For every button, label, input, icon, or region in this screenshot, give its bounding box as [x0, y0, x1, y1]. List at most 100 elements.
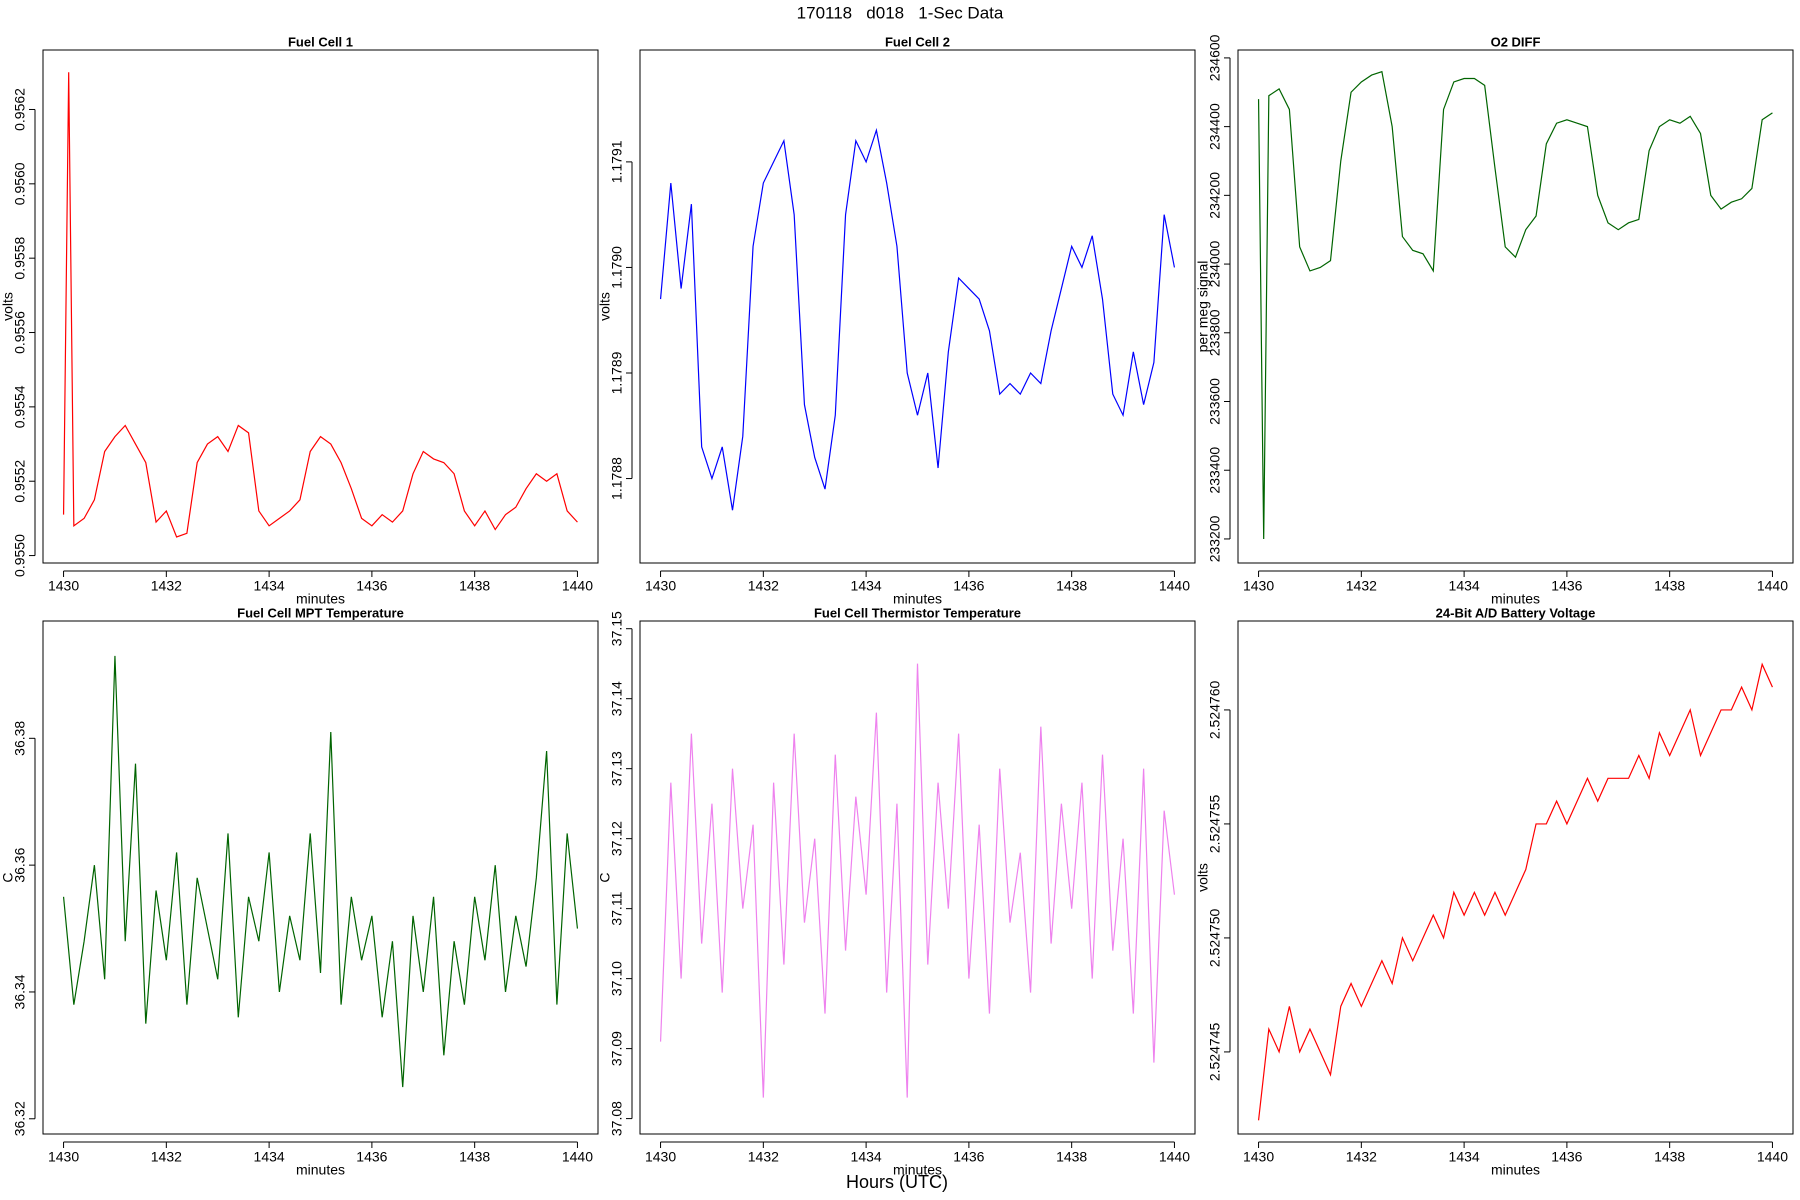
y-tick-label: 37.08	[609, 1101, 625, 1136]
data-line	[659, 663, 1176, 1098]
x-axis-label: minutes	[893, 591, 942, 607]
y-tick-label: 2.524750	[1207, 909, 1223, 968]
x-tick-label: 1436	[356, 578, 387, 594]
x-tick-label: 1438	[459, 578, 490, 594]
panel-title: 24-Bit A/D Battery Voltage	[1436, 605, 1596, 620]
y-tick-label: 233400	[1207, 447, 1223, 494]
plot-frame	[639, 49, 1196, 564]
y-tick-label: 1.1790	[609, 246, 625, 289]
y-axis-label: C	[0, 872, 16, 882]
y-tick-label: 36.38	[12, 721, 28, 756]
x-tick-label: 1432	[1346, 578, 1377, 594]
data-line	[62, 72, 578, 538]
x-tick-label: 1434	[851, 1149, 882, 1165]
page-x-label: Hours (UTC)	[846, 1172, 948, 1192]
y-axis-label: volts	[597, 292, 613, 321]
y-tick-label: 1.1791	[609, 140, 625, 183]
y-axis-label: volts	[0, 292, 16, 321]
y-tick-label: 0.9560	[12, 162, 28, 205]
x-tick-label: 1436	[1551, 578, 1582, 594]
x-tick-label: 1438	[1654, 578, 1685, 594]
x-tick-label: 1440	[1159, 578, 1190, 594]
y-axis-label: per meg signal	[1195, 261, 1211, 353]
y-tick-label: 1.1788	[609, 457, 625, 500]
x-tick-label: 1436	[1551, 1149, 1582, 1165]
y-tick-label: 0.9552	[12, 460, 28, 503]
x-tick-label: 1434	[254, 1149, 285, 1165]
x-tick-label: 1434	[851, 578, 882, 594]
y-tick-label: 234400	[1207, 103, 1223, 150]
x-tick-label: 1440	[1757, 578, 1788, 594]
x-tick-label: 1432	[748, 1149, 779, 1165]
y-axis-label: volts	[1195, 863, 1211, 892]
x-tick-label: 1436	[953, 1149, 984, 1165]
x-tick-label: 1430	[48, 1149, 79, 1165]
data-line	[62, 655, 579, 1088]
x-axis-label: minutes	[1491, 591, 1540, 607]
x-tick-label: 1438	[459, 1149, 490, 1165]
x-tick-label: 1432	[151, 1149, 182, 1165]
x-tick-label: 1440	[562, 578, 593, 594]
data-line	[659, 127, 1176, 511]
plot-frame	[42, 620, 599, 1135]
y-tick-label: 234200	[1207, 172, 1223, 219]
y-tick-label: 2.524745	[1207, 1023, 1223, 1082]
x-tick-label: 1440	[1159, 1149, 1190, 1165]
x-tick-label: 1430	[645, 578, 676, 594]
x-tick-label: 1438	[1056, 578, 1087, 594]
x-axis-label: minutes	[893, 1162, 942, 1178]
y-tick-label: 0.9562	[12, 88, 28, 131]
plot-frame	[1237, 49, 1794, 564]
x-tick-label: 1436	[356, 1149, 387, 1165]
y-tick-label: 0.9556	[12, 311, 28, 354]
x-tick-label: 1430	[1243, 578, 1274, 594]
panel-title: Fuel Cell 2	[885, 34, 950, 49]
page-title: 170118 d018 1-Sec Data	[797, 3, 1004, 22]
x-tick-label: 1440	[562, 1149, 593, 1165]
panel-title: O2 DIFF	[1491, 34, 1541, 49]
x-axis-label: minutes	[1491, 1162, 1540, 1178]
x-tick-label: 1432	[748, 578, 779, 594]
plot-frame	[42, 49, 599, 564]
x-tick-label: 1438	[1056, 1149, 1087, 1165]
plot-frame	[639, 620, 1196, 1135]
y-tick-label: 0.9554	[12, 385, 28, 428]
data-line	[1257, 70, 1773, 539]
x-tick-label: 1432	[151, 578, 182, 594]
y-tick-label: 37.10	[609, 961, 625, 996]
y-axis-label: C	[597, 872, 613, 882]
y-tick-label: 36.36	[12, 847, 28, 882]
x-tick-label: 1436	[953, 578, 984, 594]
x-tick-label: 1434	[254, 578, 285, 594]
y-tick-label: 37.12	[609, 821, 625, 856]
x-tick-label: 1430	[1243, 1149, 1274, 1165]
x-tick-label: 1438	[1654, 1149, 1685, 1165]
y-tick-label: 0.9550	[12, 534, 28, 577]
y-tick-label: 234000	[1207, 240, 1223, 287]
y-tick-label: 2.524755	[1207, 795, 1223, 854]
panel-title: Fuel Cell 1	[288, 34, 353, 49]
x-axis-label: minutes	[296, 1162, 345, 1178]
x-axis-label: minutes	[296, 591, 345, 607]
y-tick-label: 36.34	[12, 974, 28, 1009]
panel-title: Fuel Cell MPT Temperature	[237, 605, 404, 620]
y-tick-label: 37.11	[609, 891, 625, 925]
y-tick-label: 37.09	[609, 1031, 625, 1066]
y-tick-label: 36.32	[12, 1101, 28, 1136]
y-tick-label: 37.15	[609, 611, 625, 646]
x-tick-label: 1432	[1346, 1149, 1377, 1165]
data-line	[1257, 662, 1773, 1121]
panel-title: Fuel Cell Thermistor Temperature	[814, 605, 1021, 620]
y-tick-label: 234600	[1207, 34, 1223, 81]
x-tick-label: 1440	[1757, 1149, 1788, 1165]
y-tick-label: 233200	[1207, 515, 1223, 562]
x-tick-label: 1434	[1449, 1149, 1480, 1165]
x-tick-label: 1430	[48, 578, 79, 594]
x-tick-label: 1434	[1449, 578, 1480, 594]
y-tick-label: 2.524760	[1207, 681, 1223, 740]
y-tick-label: 37.13	[609, 751, 625, 786]
x-tick-label: 1430	[645, 1149, 676, 1165]
plot-frame	[1237, 620, 1794, 1135]
